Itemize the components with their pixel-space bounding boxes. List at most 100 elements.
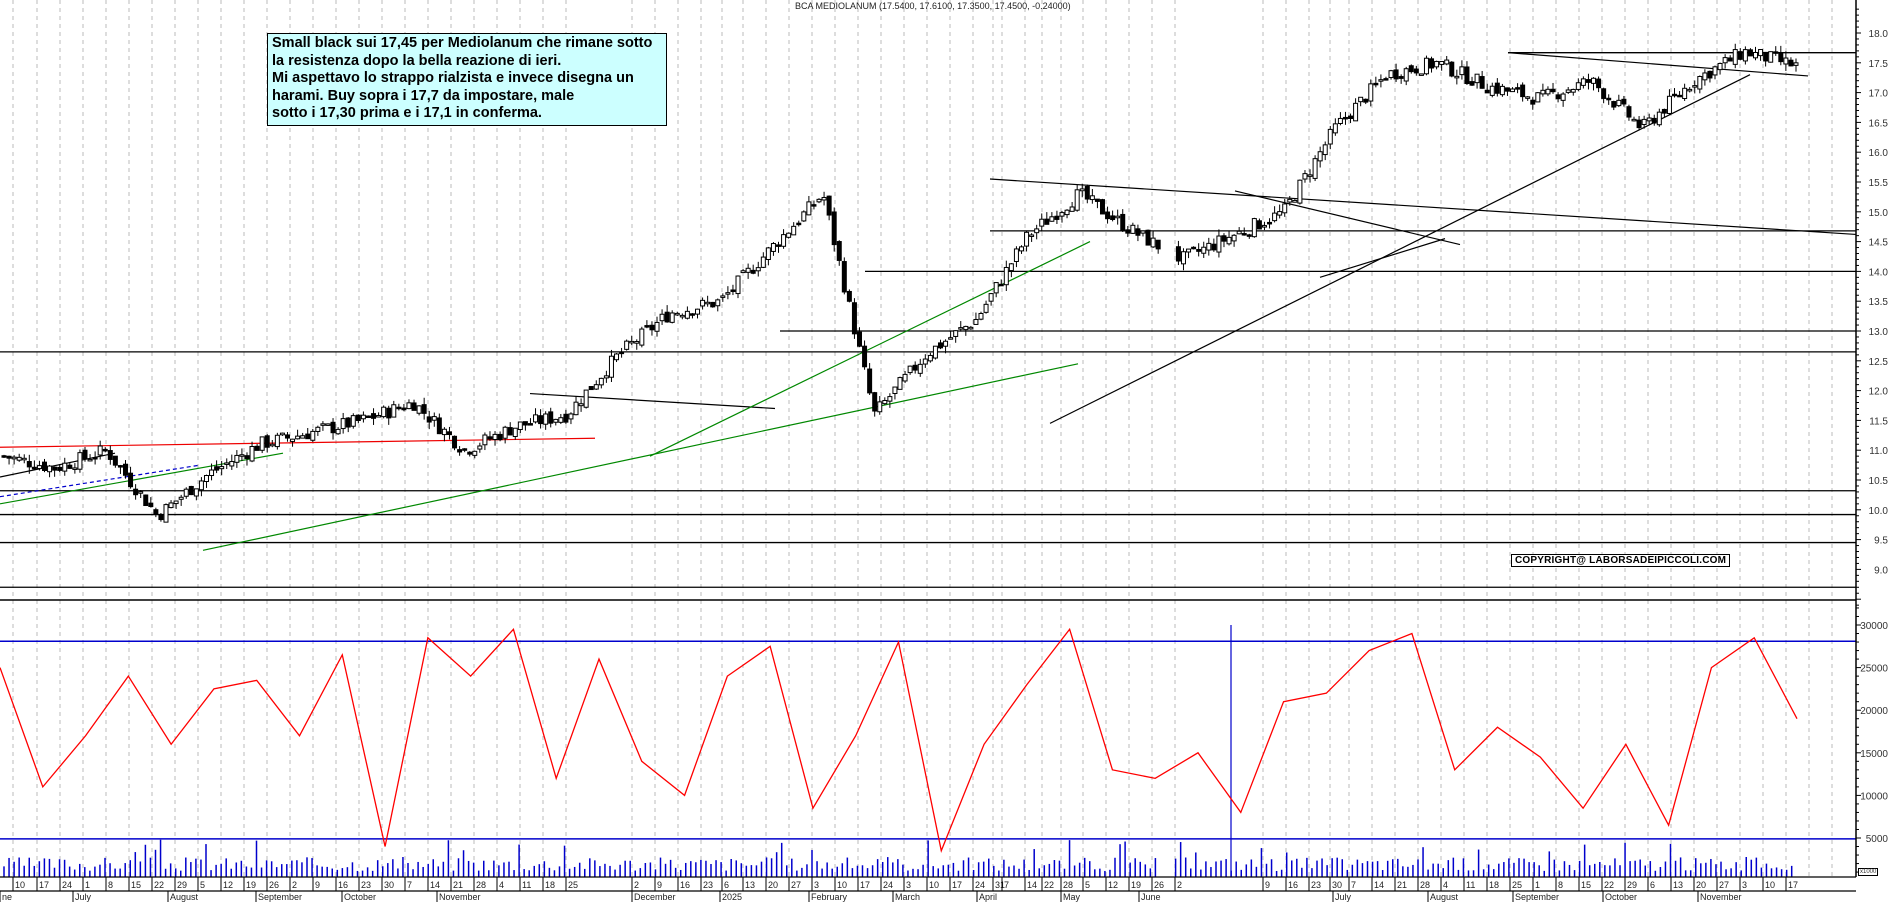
- candle-down: [153, 509, 159, 515]
- candle-up: [700, 299, 706, 307]
- date-label: 14: [1374, 880, 1384, 890]
- candle-down: [1120, 213, 1126, 231]
- volume-bars: [3, 839, 1793, 877]
- candle-up: [598, 377, 604, 386]
- candle-down: [396, 406, 402, 410]
- month-label: April: [979, 892, 997, 902]
- candle-up: [1297, 179, 1303, 204]
- candle-down: [67, 464, 73, 469]
- candle-down: [522, 421, 528, 426]
- candle-up: [340, 418, 346, 430]
- price-axis-label: 14.0: [1869, 267, 1889, 278]
- candle-up: [1712, 66, 1718, 76]
- date-label: 17: [39, 880, 49, 890]
- candle-up: [715, 299, 721, 307]
- candle-up: [1510, 88, 1516, 93]
- candle-up: [1079, 188, 1085, 192]
- candle-down: [649, 324, 655, 331]
- candle-up: [988, 293, 994, 302]
- candle-up: [973, 318, 979, 325]
- candle-up: [1418, 73, 1424, 76]
- candle-down: [538, 415, 544, 425]
- candle-down: [862, 345, 868, 368]
- candle-up: [1261, 225, 1267, 228]
- date-label: 3: [1742, 880, 1747, 890]
- trendline: [0, 452, 116, 478]
- date-label: 11: [522, 880, 531, 890]
- candle-up: [1454, 75, 1460, 79]
- candle-up: [1444, 59, 1450, 65]
- date-label: 7: [1004, 880, 1009, 890]
- month-label: 2025: [722, 892, 742, 902]
- candle-down: [1651, 117, 1657, 124]
- candle-up: [163, 504, 169, 523]
- candle-up: [695, 308, 701, 315]
- candle-up: [1732, 49, 1738, 65]
- candle-up: [1292, 199, 1298, 203]
- candle-down: [1504, 87, 1510, 92]
- candle-up: [1034, 228, 1040, 234]
- candle-down: [1393, 69, 1399, 80]
- price-axis-label: 18.0: [1869, 29, 1889, 40]
- month-label: August: [1430, 892, 1459, 902]
- date-label: 9: [657, 880, 662, 890]
- month-label: November: [1700, 892, 1742, 902]
- trendline-dashed: [0, 464, 201, 498]
- candle-up: [11, 456, 17, 460]
- candle-up: [138, 491, 144, 494]
- candle-up: [47, 465, 53, 473]
- candle-down: [1479, 76, 1485, 89]
- candle-up: [517, 421, 523, 431]
- candle-down: [1494, 82, 1500, 94]
- candle-up: [978, 312, 984, 320]
- candle-up: [472, 450, 478, 456]
- oscillator-line: [0, 627, 1798, 854]
- month-label: July: [1335, 892, 1352, 902]
- osc-axis-label: 15000: [1860, 749, 1888, 760]
- candle-down: [1099, 199, 1105, 215]
- date-label: 24: [62, 880, 72, 890]
- candle-down: [857, 331, 863, 347]
- candle-down: [841, 261, 847, 293]
- date-label: 16: [338, 880, 348, 890]
- candle-up: [684, 310, 690, 319]
- date-label: 1: [85, 880, 90, 890]
- candle-down: [1054, 215, 1060, 220]
- candle-up: [320, 423, 326, 426]
- candle-up: [406, 402, 412, 410]
- candle-up: [1018, 246, 1024, 252]
- candle-down: [148, 502, 154, 508]
- candle-down: [188, 485, 194, 496]
- candle-down: [1520, 84, 1526, 98]
- candle-up: [168, 502, 174, 509]
- price-axis-label: 16.5: [1869, 118, 1889, 129]
- candle-down: [1788, 59, 1794, 67]
- date-label: 23: [703, 880, 713, 890]
- oscillator-panel: [0, 625, 1856, 877]
- candle-down: [998, 283, 1004, 287]
- candle-up: [922, 358, 928, 365]
- candle-down: [446, 431, 452, 435]
- candle-down: [1449, 61, 1455, 77]
- candle-down: [1763, 51, 1769, 62]
- candle-down: [1773, 51, 1779, 54]
- candle-up: [1069, 206, 1075, 212]
- candle-down: [497, 433, 503, 441]
- candle-up: [87, 458, 93, 462]
- candle-up: [1272, 212, 1278, 222]
- candle-down: [1398, 76, 1404, 79]
- trendline: [1234, 190, 1461, 246]
- annotation-line: Mi aspettavo lo strappo rialzista e inve…: [272, 70, 634, 86]
- candle-up: [801, 211, 807, 222]
- candle-down: [811, 204, 817, 207]
- candle-down: [487, 436, 493, 440]
- candle-down: [421, 404, 427, 414]
- candle-up: [983, 303, 989, 313]
- candle-up: [290, 438, 296, 442]
- candle-up: [477, 445, 483, 450]
- candle-up: [77, 452, 83, 470]
- candle-up: [21, 457, 27, 461]
- candle-up: [1317, 151, 1323, 162]
- candle-down: [619, 351, 625, 355]
- candle-up: [360, 414, 366, 420]
